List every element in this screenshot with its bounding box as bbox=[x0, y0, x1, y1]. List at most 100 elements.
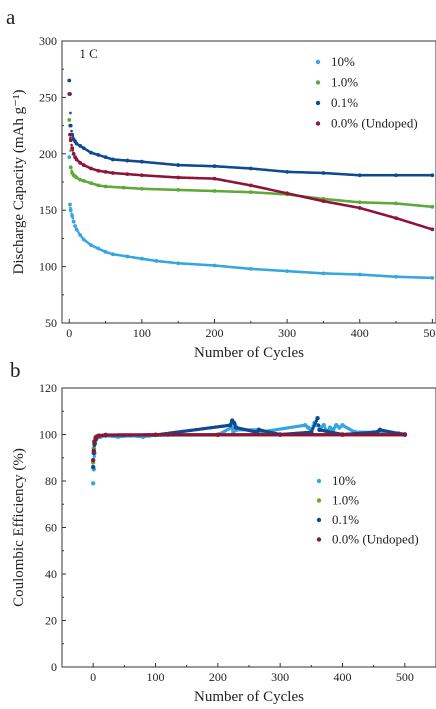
data-point bbox=[67, 155, 72, 160]
data-point bbox=[81, 178, 86, 183]
data-point bbox=[103, 184, 108, 189]
data-point bbox=[96, 168, 101, 173]
y-tick-label: 20 bbox=[45, 614, 57, 628]
data-point bbox=[357, 200, 362, 205]
data-point bbox=[357, 206, 362, 210]
data-point bbox=[176, 187, 181, 192]
data-point bbox=[430, 204, 435, 209]
data-point bbox=[357, 272, 362, 277]
data-point bbox=[69, 111, 72, 115]
legend-marker bbox=[316, 478, 322, 484]
data-point bbox=[306, 425, 311, 430]
legend-label: 0.1% bbox=[331, 95, 358, 110]
y-tick-label: 50 bbox=[45, 316, 57, 330]
data-point bbox=[73, 224, 77, 228]
data-point bbox=[90, 464, 96, 470]
x-axis-label: Number of Cycles bbox=[194, 345, 304, 361]
chart-discharge-capacity: 0 100 200 300 400 500 50 100 150 200 250 300 Number … bbox=[11, 34, 436, 361]
x-tick-label: 500 bbox=[396, 670, 414, 684]
data-point bbox=[228, 423, 233, 428]
data-point bbox=[81, 163, 86, 167]
data-point bbox=[78, 160, 83, 165]
data-point bbox=[71, 151, 76, 156]
data-point bbox=[96, 153, 101, 157]
data-point bbox=[91, 448, 96, 453]
x-tick-label: 400 bbox=[334, 670, 352, 684]
data-point bbox=[68, 132, 72, 137]
data-point bbox=[110, 157, 115, 162]
data-point bbox=[74, 157, 79, 162]
data-point bbox=[215, 432, 221, 437]
data-point bbox=[90, 481, 96, 486]
data-point bbox=[334, 423, 339, 428]
data-point bbox=[248, 166, 253, 171]
data-point bbox=[321, 423, 326, 428]
y-axis-label: Discharge Capacity (mAh g⁻¹) bbox=[11, 89, 27, 274]
data-point bbox=[74, 227, 79, 232]
data-point bbox=[103, 432, 108, 438]
legend-label: 0.0% (Undoped) bbox=[331, 116, 418, 131]
data-point bbox=[139, 159, 144, 164]
x-tick-label: 200 bbox=[209, 670, 227, 684]
data-point bbox=[212, 176, 217, 181]
data-point bbox=[68, 202, 72, 207]
y-tick-label: 60 bbox=[45, 521, 57, 535]
data-point bbox=[430, 227, 435, 232]
panel-a-letter: a bbox=[6, 5, 16, 29]
data-point bbox=[311, 426, 315, 430]
data-point bbox=[103, 250, 108, 254]
x-tick-label: 100 bbox=[147, 670, 165, 684]
data-point bbox=[121, 185, 126, 190]
data-point bbox=[315, 416, 320, 421]
series-s10 bbox=[67, 155, 435, 280]
x-tick-label: 300 bbox=[278, 326, 296, 340]
data-point bbox=[340, 423, 345, 428]
series-s01 bbox=[90, 416, 408, 470]
y-tick-label: 200 bbox=[39, 147, 57, 161]
data-point bbox=[377, 427, 383, 433]
y-tick-label: 40 bbox=[45, 567, 57, 581]
y-axis-label: Coulombic Efficiency (%) bbox=[11, 448, 27, 607]
legend-marker bbox=[315, 121, 321, 126]
series-s01 bbox=[67, 78, 435, 178]
series-s00 bbox=[90, 432, 408, 463]
data-point bbox=[78, 177, 83, 182]
data-point bbox=[68, 208, 73, 213]
data-point bbox=[81, 237, 86, 242]
data-point bbox=[67, 78, 72, 83]
data-point bbox=[67, 118, 72, 122]
data-point bbox=[89, 243, 93, 248]
x-tick-label: 400 bbox=[351, 326, 369, 340]
data-point bbox=[321, 199, 326, 204]
data-point bbox=[285, 169, 290, 174]
data-point bbox=[81, 146, 86, 151]
x-tick-label: 200 bbox=[206, 326, 224, 340]
legend-marker bbox=[315, 100, 321, 106]
data-point bbox=[337, 425, 342, 430]
y-tick-label: 80 bbox=[45, 474, 57, 488]
legend-marker bbox=[316, 498, 322, 503]
data-point bbox=[71, 219, 76, 224]
chart-coulombic-efficiency: 0 100 200 300 400 500 0 20 40 60 80 100 120 Number of… bbox=[11, 381, 436, 705]
data-point bbox=[248, 266, 253, 271]
data-point bbox=[125, 254, 130, 259]
x-tick-label: 100 bbox=[133, 326, 151, 340]
data-point bbox=[67, 92, 72, 96]
data-point bbox=[176, 163, 181, 167]
data-point bbox=[394, 173, 398, 178]
data-point bbox=[78, 233, 83, 237]
y-tick-label: 100 bbox=[39, 260, 57, 274]
data-point bbox=[176, 175, 181, 180]
legend-marker bbox=[316, 537, 322, 542]
data-point bbox=[97, 433, 102, 438]
data-point bbox=[321, 271, 326, 276]
x-tick-label: 0 bbox=[66, 326, 72, 340]
data-point bbox=[89, 181, 93, 186]
x-tick-label: 500 bbox=[423, 326, 436, 340]
data-point bbox=[394, 201, 398, 206]
data-point bbox=[70, 213, 75, 218]
y-tick-label: 250 bbox=[39, 90, 57, 104]
data-point bbox=[231, 420, 237, 426]
data-point bbox=[70, 143, 73, 147]
